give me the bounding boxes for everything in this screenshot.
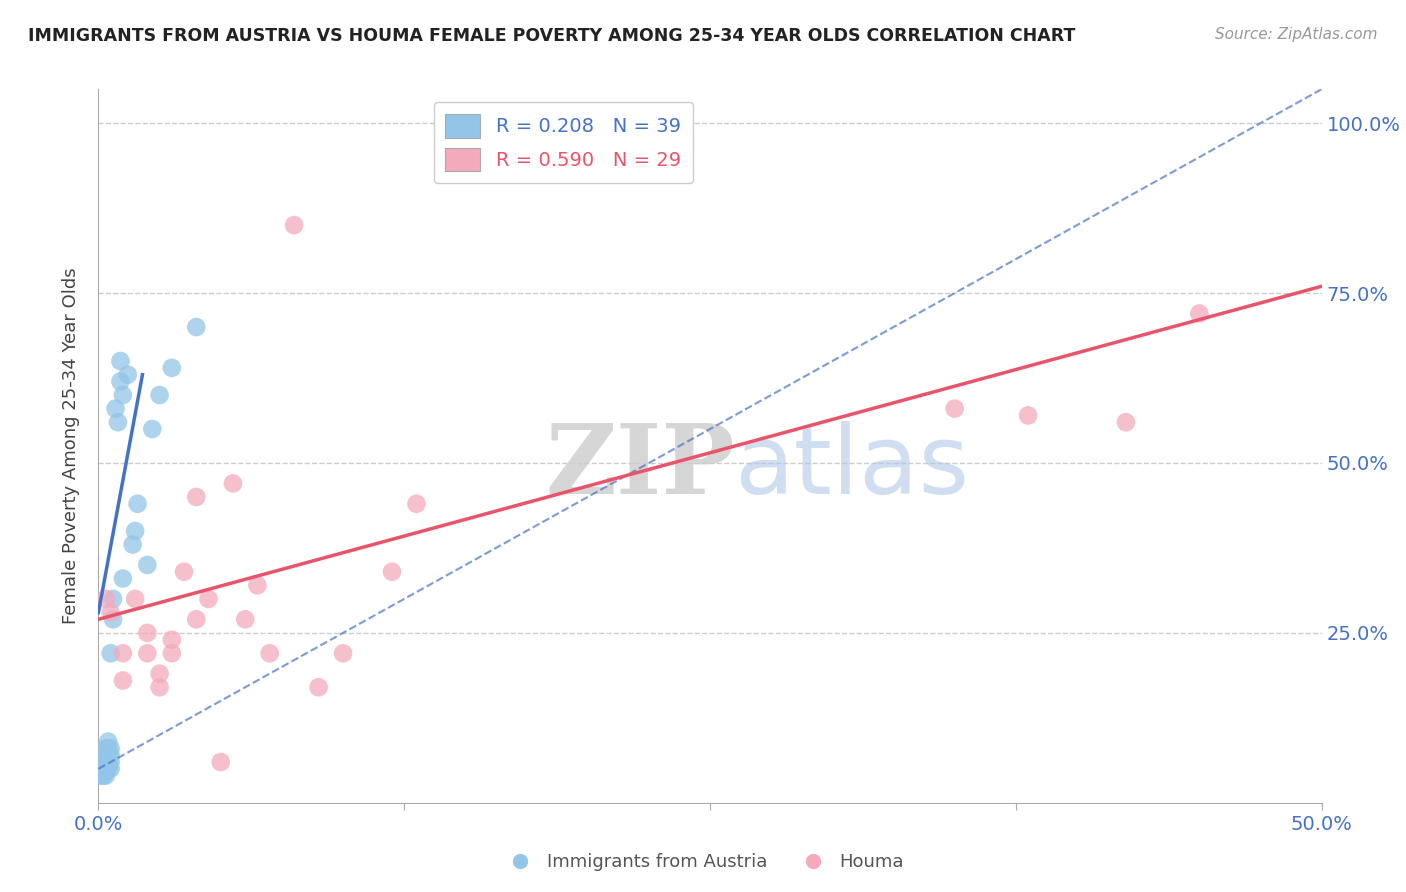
Point xyxy=(186,612,208,626)
Point xyxy=(97,762,120,776)
Point xyxy=(141,422,163,436)
Point xyxy=(283,218,305,232)
Text: ZIP: ZIP xyxy=(546,420,734,515)
Point xyxy=(233,612,256,626)
Point xyxy=(124,524,146,538)
Point xyxy=(100,606,122,620)
Point xyxy=(381,565,404,579)
Point xyxy=(94,741,117,756)
Y-axis label: Female Poverty Among 25-34 Year Olds: Female Poverty Among 25-34 Year Olds xyxy=(62,268,80,624)
Point xyxy=(405,497,427,511)
Legend: Immigrants from Austria, Houma: Immigrants from Austria, Houma xyxy=(495,847,911,879)
Point xyxy=(246,578,269,592)
Point xyxy=(149,666,172,681)
Point xyxy=(127,497,149,511)
Point xyxy=(222,476,245,491)
Point xyxy=(209,755,232,769)
Point xyxy=(97,755,120,769)
Point xyxy=(160,360,183,375)
Point xyxy=(121,537,143,551)
Point xyxy=(100,741,122,756)
Point xyxy=(100,646,122,660)
Legend: R = 0.208   N = 39, R = 0.590   N = 29: R = 0.208 N = 39, R = 0.590 N = 29 xyxy=(433,103,693,183)
Point xyxy=(1188,306,1211,320)
Point xyxy=(136,646,159,660)
Point xyxy=(94,748,117,763)
Point xyxy=(90,762,112,776)
Point xyxy=(100,755,122,769)
Point xyxy=(94,755,117,769)
Point xyxy=(90,769,112,783)
Point xyxy=(111,388,134,402)
Point xyxy=(160,632,183,647)
Point xyxy=(186,490,208,504)
Point xyxy=(943,401,966,416)
Point xyxy=(107,415,129,429)
Point xyxy=(110,354,132,368)
Point xyxy=(94,591,117,606)
Point xyxy=(149,680,172,694)
Point xyxy=(101,612,124,626)
Point xyxy=(259,646,281,660)
Point xyxy=(91,755,114,769)
Text: IMMIGRANTS FROM AUSTRIA VS HOUMA FEMALE POVERTY AMONG 25-34 YEAR OLDS CORRELATIO: IMMIGRANTS FROM AUSTRIA VS HOUMA FEMALE … xyxy=(28,27,1076,45)
Point xyxy=(97,741,120,756)
Point xyxy=(136,558,159,572)
Point xyxy=(101,591,124,606)
Point xyxy=(111,673,134,688)
Point xyxy=(100,762,122,776)
Point xyxy=(124,591,146,606)
Point xyxy=(1115,415,1137,429)
Point xyxy=(149,388,172,402)
Point xyxy=(111,572,134,586)
Point xyxy=(104,401,127,416)
Point xyxy=(186,320,208,334)
Point xyxy=(111,646,134,660)
Text: Source: ZipAtlas.com: Source: ZipAtlas.com xyxy=(1215,27,1378,42)
Point xyxy=(91,769,114,783)
Point xyxy=(100,748,122,763)
Point xyxy=(1017,409,1039,423)
Point xyxy=(97,734,120,748)
Text: atlas: atlas xyxy=(734,421,970,514)
Point xyxy=(117,368,139,382)
Point xyxy=(91,762,114,776)
Point xyxy=(332,646,354,660)
Point xyxy=(90,755,112,769)
Point xyxy=(91,748,114,763)
Point xyxy=(94,769,117,783)
Point xyxy=(173,565,195,579)
Point xyxy=(94,762,117,776)
Point xyxy=(136,626,159,640)
Point xyxy=(308,680,330,694)
Point xyxy=(160,646,183,660)
Point xyxy=(197,591,219,606)
Point xyxy=(110,375,132,389)
Point xyxy=(97,748,120,763)
